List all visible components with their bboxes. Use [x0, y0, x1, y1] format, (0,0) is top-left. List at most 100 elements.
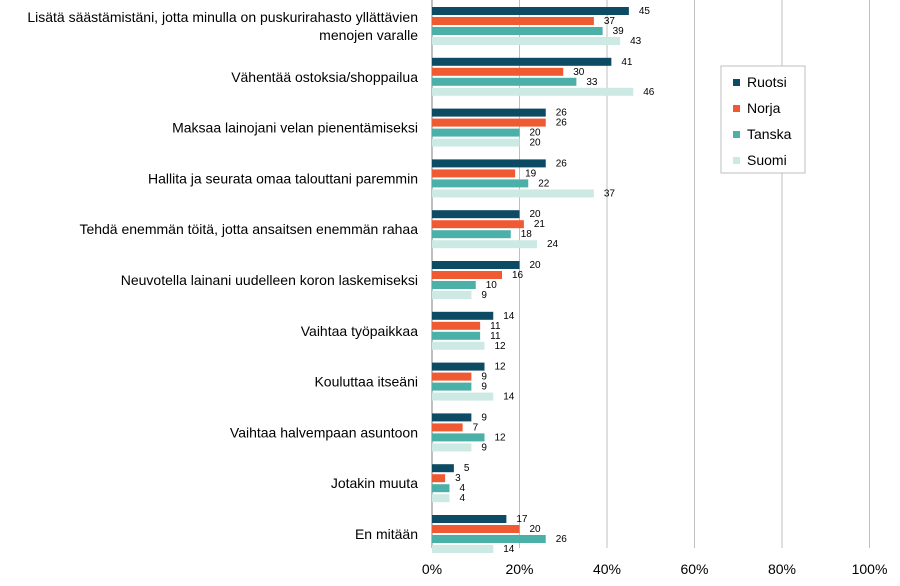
x-axis-ticks: 0% 20% 40% 60% 80% 100% — [422, 561, 888, 577]
legend-swatch — [733, 79, 740, 86]
value-label: 4 — [460, 483, 466, 494]
bar — [432, 57, 612, 66]
bar — [432, 220, 524, 229]
bar — [432, 179, 529, 188]
value-label: 7 — [473, 422, 479, 433]
bar — [432, 17, 594, 25]
value-label: 17 — [516, 514, 528, 525]
category-label: Tehdä enemmän töitä, jotta ansaitsen ene… — [79, 221, 418, 237]
bar — [432, 118, 546, 127]
bar — [432, 382, 472, 391]
x-tick-label: 100% — [852, 561, 888, 577]
value-label: 10 — [486, 280, 498, 291]
bar — [432, 341, 485, 350]
bar — [432, 413, 472, 422]
legend-swatch — [733, 131, 740, 138]
bar — [432, 525, 520, 533]
value-label: 12 — [495, 362, 507, 373]
value-label: 18 — [521, 229, 533, 240]
value-label: 3 — [455, 473, 461, 484]
x-tick-label: 60% — [680, 561, 708, 577]
value-label: 5 — [464, 463, 470, 474]
value-label: 9 — [481, 290, 487, 301]
bar — [432, 77, 577, 86]
x-tick-label: 0% — [422, 561, 442, 577]
value-label: 22 — [538, 178, 550, 189]
bar — [432, 261, 520, 269]
bar — [432, 362, 485, 371]
bar — [432, 67, 564, 76]
category-label: menojen varalle — [319, 27, 418, 43]
x-tick-label: 20% — [505, 561, 533, 577]
value-label: 14 — [503, 392, 515, 403]
category-label: Vähentää ostoksia/shoppailua — [231, 69, 418, 85]
bar — [432, 331, 481, 340]
value-label: 26 — [556, 534, 568, 545]
x-tick-label: 40% — [593, 561, 621, 577]
value-label: 9 — [481, 382, 487, 393]
legend-swatch — [733, 157, 740, 164]
value-label: 20 — [530, 209, 542, 220]
category-labels: Lisätä säästämistäni, jotta minulla on p… — [27, 9, 418, 542]
category-label: Hallita ja seurata omaa talouttani parem… — [148, 170, 418, 186]
legend-label: Norja — [747, 100, 781, 116]
bars — [432, 7, 634, 553]
bar — [432, 291, 472, 299]
value-label: 19 — [525, 168, 537, 179]
value-label: 37 — [604, 188, 616, 199]
bar — [432, 464, 454, 473]
value-label: 9 — [481, 442, 487, 453]
value-label: 11 — [490, 331, 501, 342]
value-label: 12 — [495, 341, 507, 352]
value-label: 46 — [643, 87, 655, 98]
bar — [432, 321, 481, 330]
value-label: 45 — [639, 6, 651, 17]
value-label: 20 — [530, 138, 542, 149]
bar — [432, 443, 472, 452]
bar — [432, 210, 520, 219]
category-label: Vaihtaa halvempaan asuntoon — [230, 424, 418, 440]
value-label: 24 — [547, 239, 559, 250]
bar — [432, 37, 621, 45]
bar — [432, 281, 476, 289]
value-label: 11 — [490, 321, 501, 332]
bar — [432, 535, 546, 543]
value-label: 20 — [530, 128, 542, 139]
value-label: 16 — [512, 270, 524, 281]
bar — [432, 7, 629, 15]
value-label: 20 — [530, 260, 542, 271]
category-label: Lisätä säästämistäni, jotta minulla on p… — [27, 9, 418, 25]
bar — [432, 433, 485, 442]
value-label: 21 — [534, 219, 546, 230]
bar — [432, 159, 546, 168]
bar — [432, 423, 463, 432]
value-label: 30 — [573, 67, 585, 78]
value-label: 14 — [503, 311, 515, 322]
bar — [432, 108, 546, 117]
bar — [432, 27, 603, 35]
bar — [432, 240, 537, 249]
category-label: En mitään — [355, 526, 418, 542]
bar — [432, 372, 472, 381]
legend-label: Ruotsi — [747, 74, 787, 90]
value-label: 43 — [630, 36, 642, 47]
bar — [432, 311, 494, 320]
bar — [432, 271, 502, 279]
legend-label: Suomi — [747, 152, 787, 168]
value-label: 26 — [556, 158, 568, 169]
bar — [432, 392, 494, 401]
value-label: 9 — [481, 412, 487, 423]
category-label: Maksaa lainojani velan pienentämiseksi — [172, 120, 418, 136]
value-label: 33 — [586, 77, 598, 88]
value-label: 14 — [503, 544, 515, 555]
value-label: 4 — [460, 493, 466, 504]
value-label: 12 — [495, 432, 507, 443]
category-label: Neuvotella lainani uudelleen koron laske… — [121, 272, 418, 288]
bar — [432, 169, 516, 178]
value-labels: 4537394341303346262620202619223720211824… — [455, 6, 655, 555]
value-label: 39 — [613, 26, 625, 37]
legend-label: Tanska — [747, 126, 792, 142]
category-label: Jotakin muuta — [331, 475, 418, 491]
value-label: 37 — [604, 16, 616, 27]
